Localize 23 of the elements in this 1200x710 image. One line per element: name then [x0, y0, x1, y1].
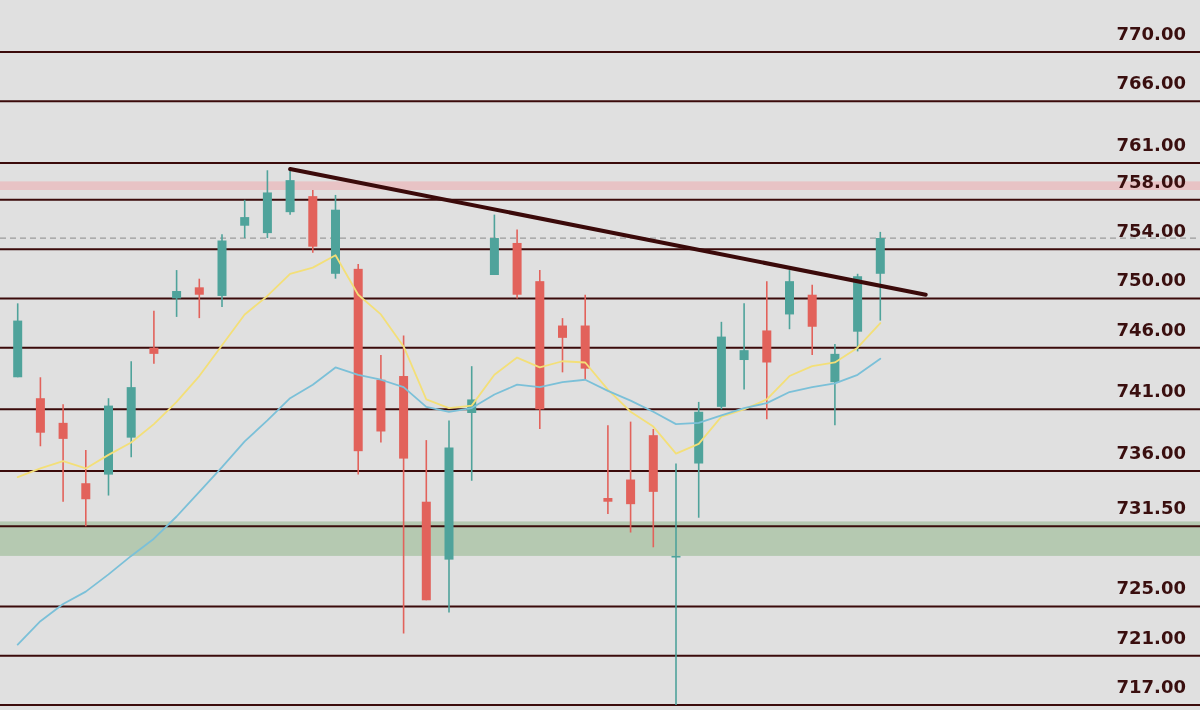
candlestick — [149, 309, 159, 365]
ref-line-label: 736.00 — [1116, 441, 1186, 463]
ref-line-label: 746.00 — [1116, 318, 1186, 340]
ref-line-label: 761.00 — [1116, 133, 1186, 155]
ref-line-label: 770.00 — [1116, 23, 1186, 44]
ref-line-label: 750.00 — [1116, 269, 1186, 291]
ref-line-label: 717.00 — [1116, 676, 1186, 697]
ref-line-label: 766.00 — [1116, 72, 1186, 94]
ref-line-label: 731.50 — [1116, 497, 1186, 519]
candlestick — [558, 317, 567, 374]
candlestick — [739, 302, 749, 391]
candlestick — [58, 403, 68, 503]
candlestick — [603, 424, 613, 515]
candlestick — [194, 277, 204, 319]
candlestick — [240, 199, 250, 239]
ref-line-label: 758.00 — [1116, 170, 1186, 192]
ref-line-label: 725.00 — [1116, 577, 1186, 599]
candlestick — [172, 269, 182, 318]
ref-line-label: 741.00 — [1116, 380, 1186, 402]
candlestick — [81, 449, 91, 528]
ref-line-label: 754.00 — [1116, 220, 1186, 242]
candlestick — [671, 462, 681, 706]
ref-line-label: 721.00 — [1116, 626, 1186, 648]
